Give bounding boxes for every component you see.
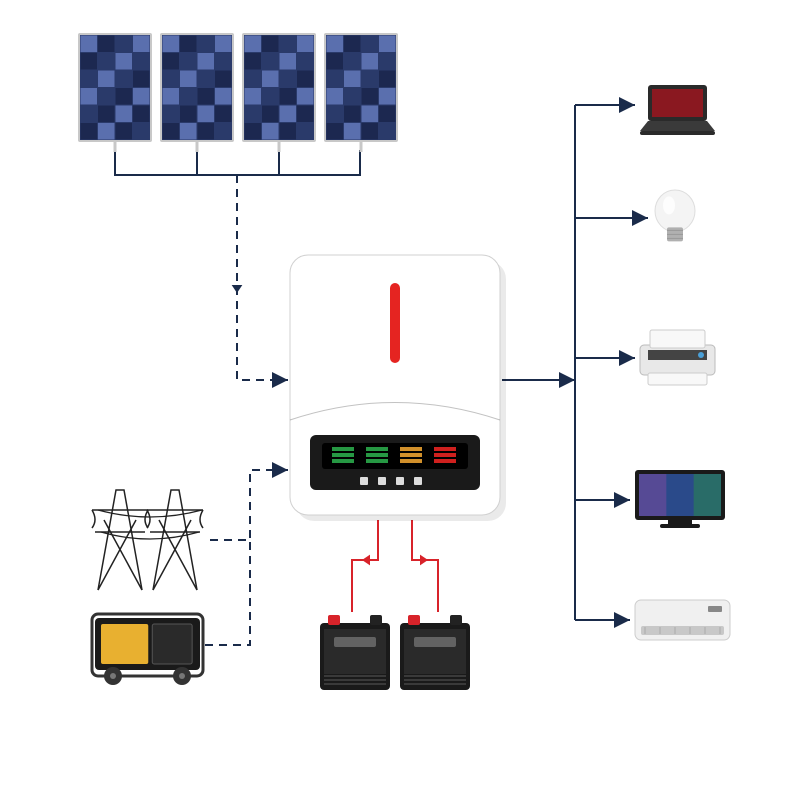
laptop-icon	[640, 85, 715, 135]
solar-panel	[324, 33, 398, 152]
inverter	[290, 255, 506, 521]
solar-panel	[78, 33, 152, 152]
solar-system-diagram	[0, 0, 800, 800]
tv-icon	[635, 470, 725, 528]
solar-panel	[160, 33, 234, 152]
printer-icon	[640, 330, 715, 385]
solar-panel	[242, 33, 316, 152]
ac-icon	[635, 600, 730, 640]
